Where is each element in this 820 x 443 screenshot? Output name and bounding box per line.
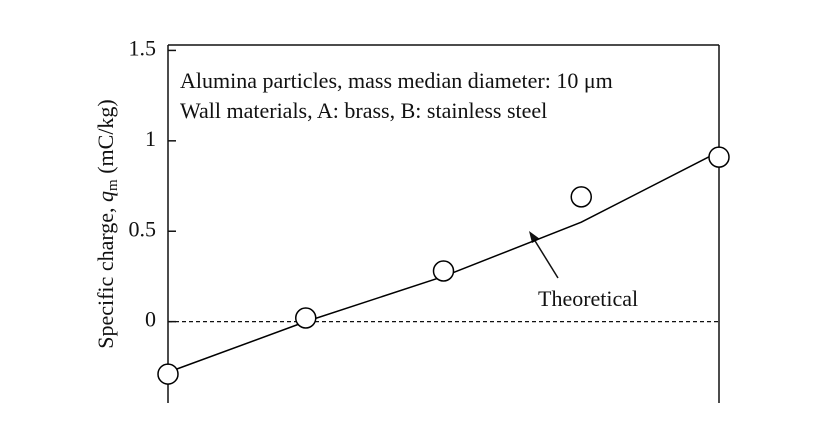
- y-label-part: q: [93, 191, 118, 202]
- annotation: Alumina particles, mass median diameter:…: [180, 68, 613, 93]
- y-tick-label: 0.5: [129, 216, 157, 241]
- y-label-part: m: [105, 179, 121, 191]
- marker: [432, 260, 455, 282]
- y-label-part: (mC/kg): [93, 99, 118, 179]
- marker: [295, 307, 317, 329]
- y-axis-label: Specific charge, qm (mC/kg): [93, 99, 121, 349]
- y-tick-label: 1.5: [129, 35, 157, 60]
- annotation-arrow: [531, 235, 559, 279]
- annotation: Wall materials, A: brass, B: stainless s…: [180, 98, 547, 123]
- marker: [708, 146, 730, 168]
- marker: [570, 186, 592, 208]
- y-tick-label: 1: [145, 126, 156, 151]
- line-annotation: Theoretical: [538, 286, 638, 311]
- y-tick-label: 0: [145, 307, 156, 332]
- y-label-part: Specific charge,: [93, 202, 118, 349]
- marker: [157, 363, 179, 385]
